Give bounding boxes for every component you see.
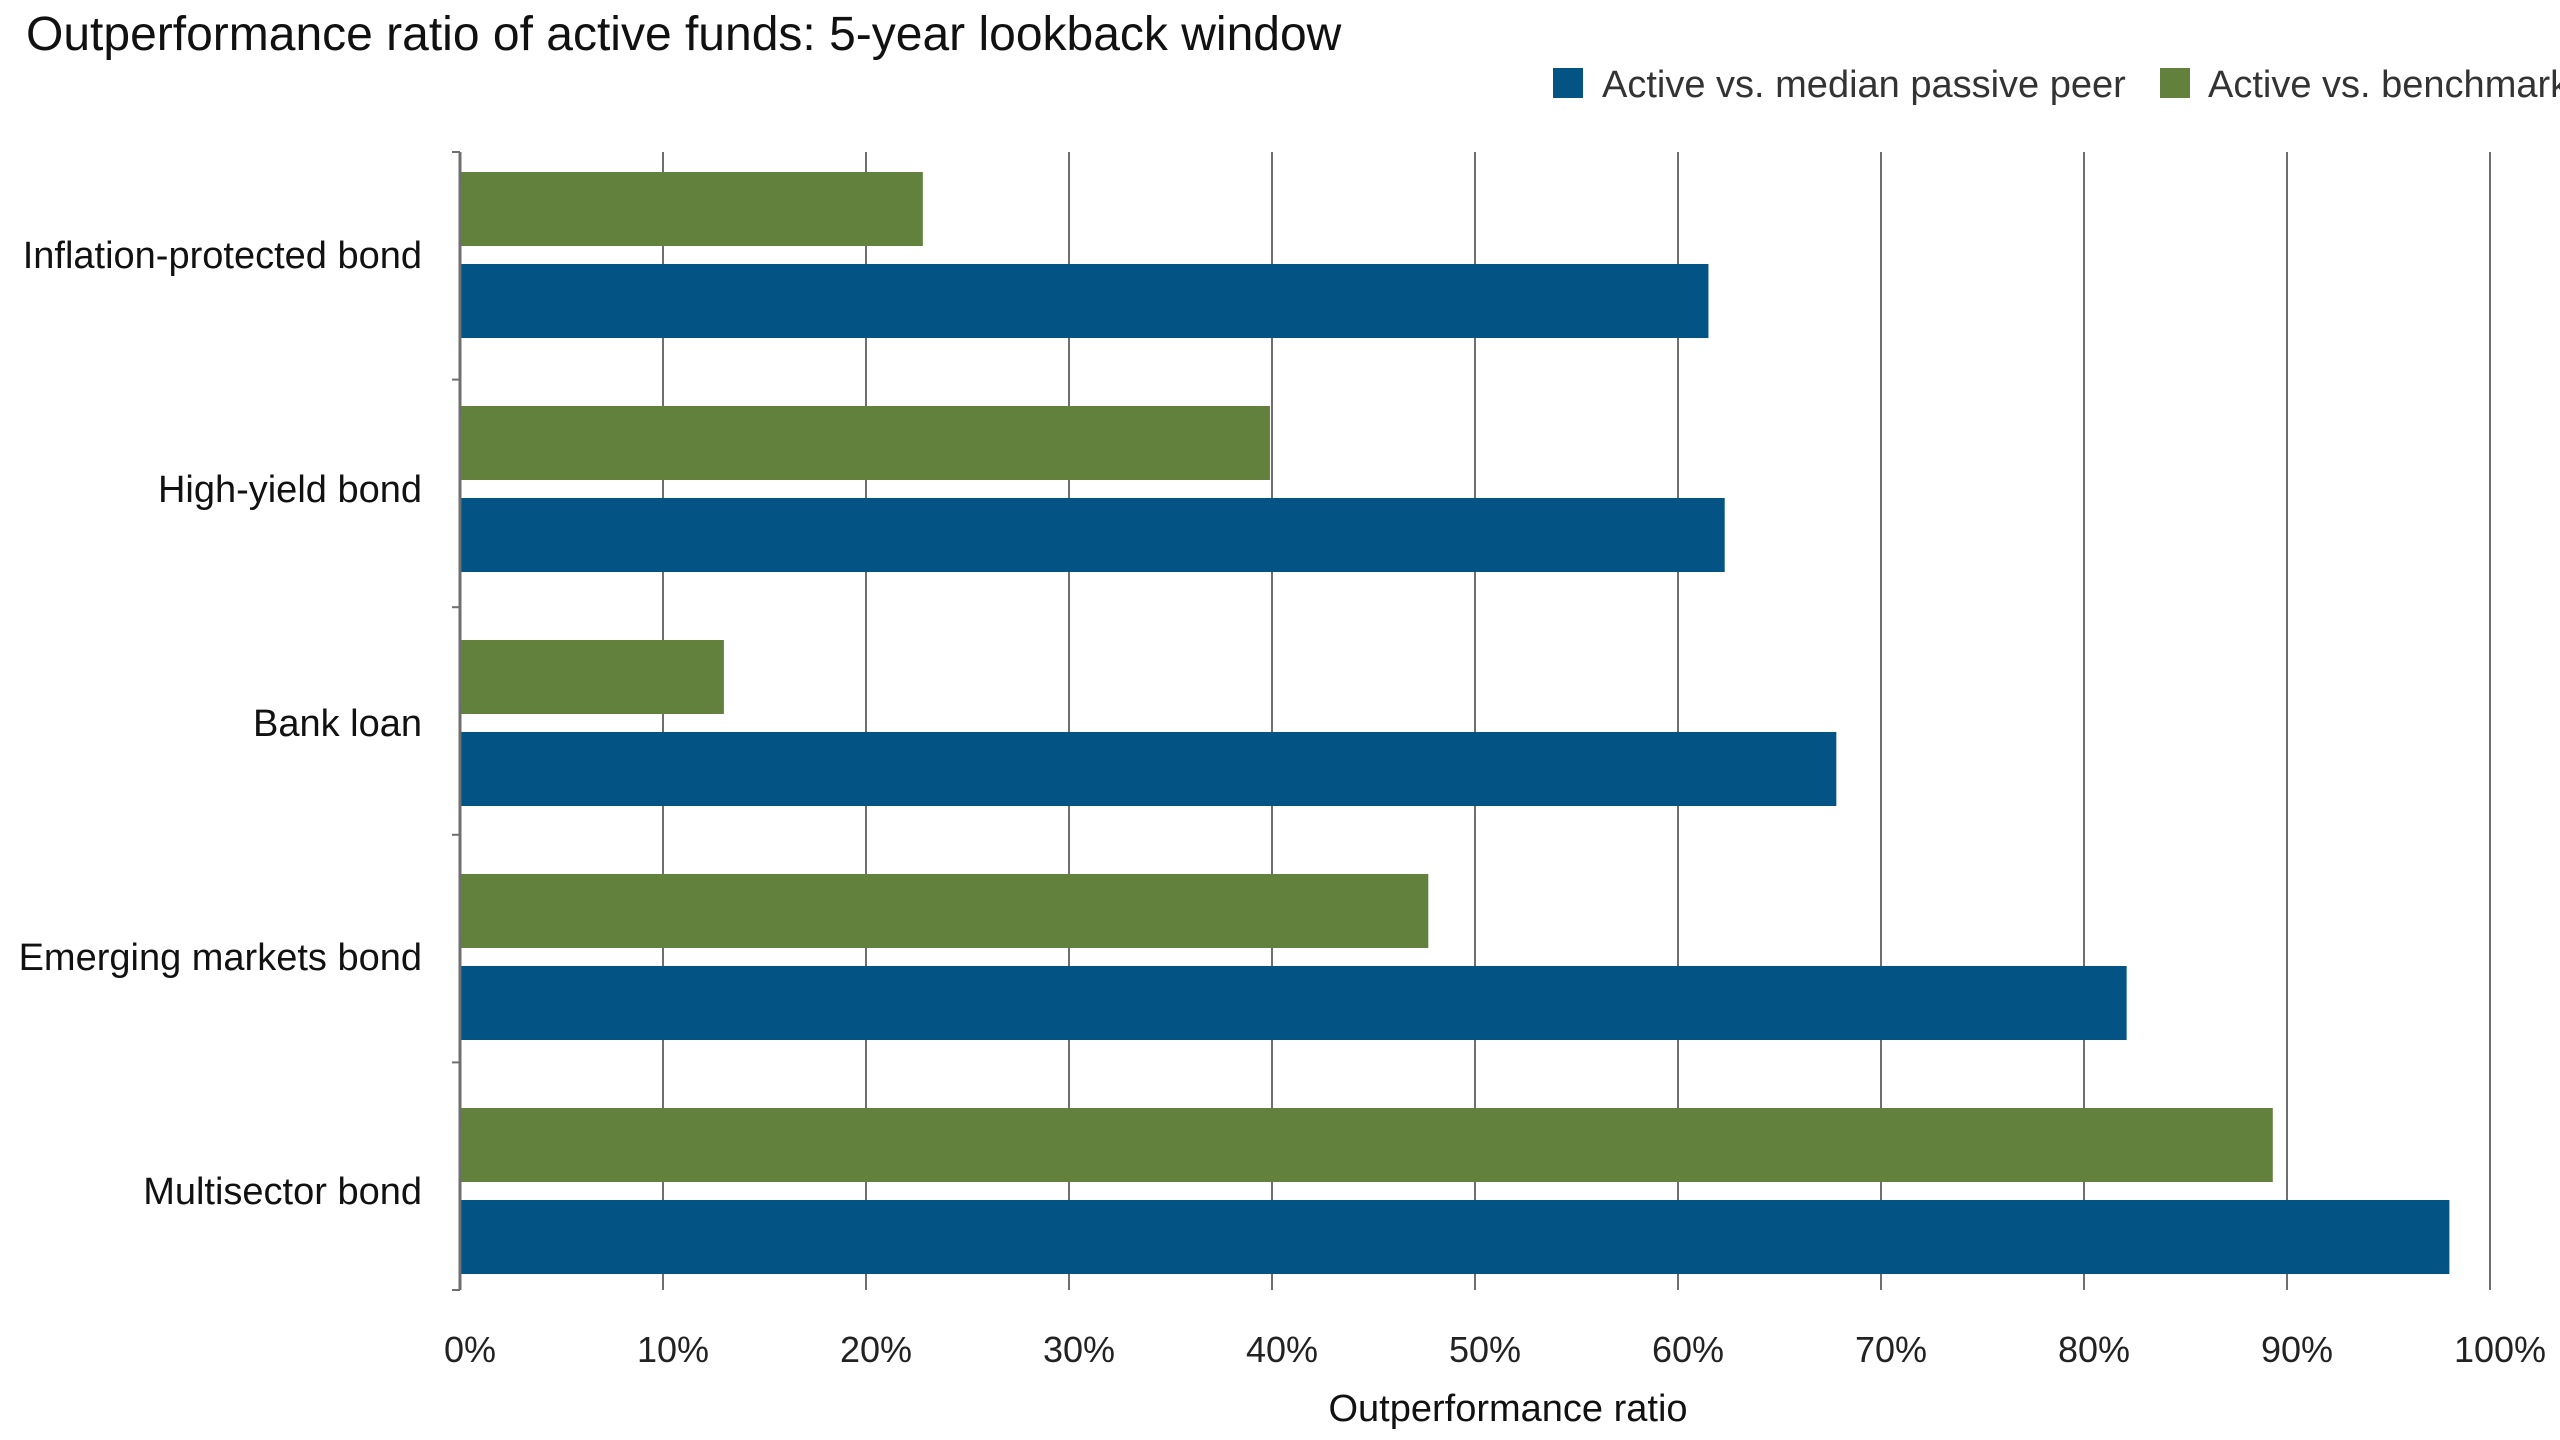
category-label-4: Multisector bond bbox=[143, 1171, 422, 1213]
bar-median-passive-peer-2 bbox=[460, 732, 1837, 806]
x-axis-title: Outperformance ratio bbox=[1328, 1388, 1687, 1430]
category-label-2: Bank loan bbox=[253, 703, 422, 745]
legend: Active vs. median passive peer Active vs… bbox=[1553, 64, 2560, 106]
x-tick-label-90: 90% bbox=[2261, 1329, 2333, 1370]
category-labels: Inflation-protected bond High-yield bond B… bbox=[19, 235, 422, 1213]
x-tick-label-40: 40% bbox=[1246, 1329, 1318, 1370]
legend-swatch-median-passive-peer bbox=[1553, 68, 1583, 98]
x-tick-label-20: 20% bbox=[840, 1329, 912, 1370]
x-tick-label-80: 80% bbox=[2058, 1329, 2130, 1370]
bar-benchmark-0 bbox=[460, 172, 923, 246]
bar-median-passive-peer-3 bbox=[460, 966, 2127, 1040]
gridlines bbox=[662, 152, 2491, 1290]
bar-median-passive-peer-4 bbox=[460, 1200, 2450, 1274]
axes bbox=[452, 151, 462, 1291]
x-tick-label-70: 70% bbox=[1855, 1329, 1927, 1370]
bar-median-passive-peer-0 bbox=[460, 264, 1709, 338]
category-label-1: High-yield bond bbox=[158, 469, 422, 511]
bar-benchmark-2 bbox=[460, 640, 724, 714]
category-label-0: Inflation-protected bond bbox=[23, 235, 422, 277]
bar-benchmark-1 bbox=[460, 406, 1270, 480]
bar-median-passive-peer-1 bbox=[460, 498, 1725, 572]
x-tick-label-30: 30% bbox=[1043, 1329, 1115, 1370]
legend-label-median-passive-peer: Active vs. median passive peer bbox=[1602, 64, 2126, 106]
x-tick-label-10: 10% bbox=[637, 1329, 709, 1370]
legend-label-benchmark: Active vs. benchmark bbox=[2208, 64, 2560, 106]
x-tick-label-100: 100% bbox=[2454, 1329, 2546, 1370]
bars bbox=[460, 172, 2450, 1274]
bar-benchmark-3 bbox=[460, 874, 1429, 948]
x-tick-label-60: 60% bbox=[1652, 1329, 1724, 1370]
chart-title: Outperformance ratio of active funds: 5-… bbox=[26, 8, 1342, 61]
x-tick-label-50: 50% bbox=[1449, 1329, 1521, 1370]
x-tick-label-0: 0% bbox=[444, 1329, 496, 1370]
x-tick-labels: 0% 10% 20% 30% 40% 50% 60% 70% 80% 90% 100% bbox=[444, 1329, 2546, 1370]
bar-benchmark-4 bbox=[460, 1108, 2273, 1182]
category-label-3: Emerging markets bond bbox=[19, 937, 422, 979]
legend-swatch-benchmark bbox=[2160, 68, 2190, 98]
